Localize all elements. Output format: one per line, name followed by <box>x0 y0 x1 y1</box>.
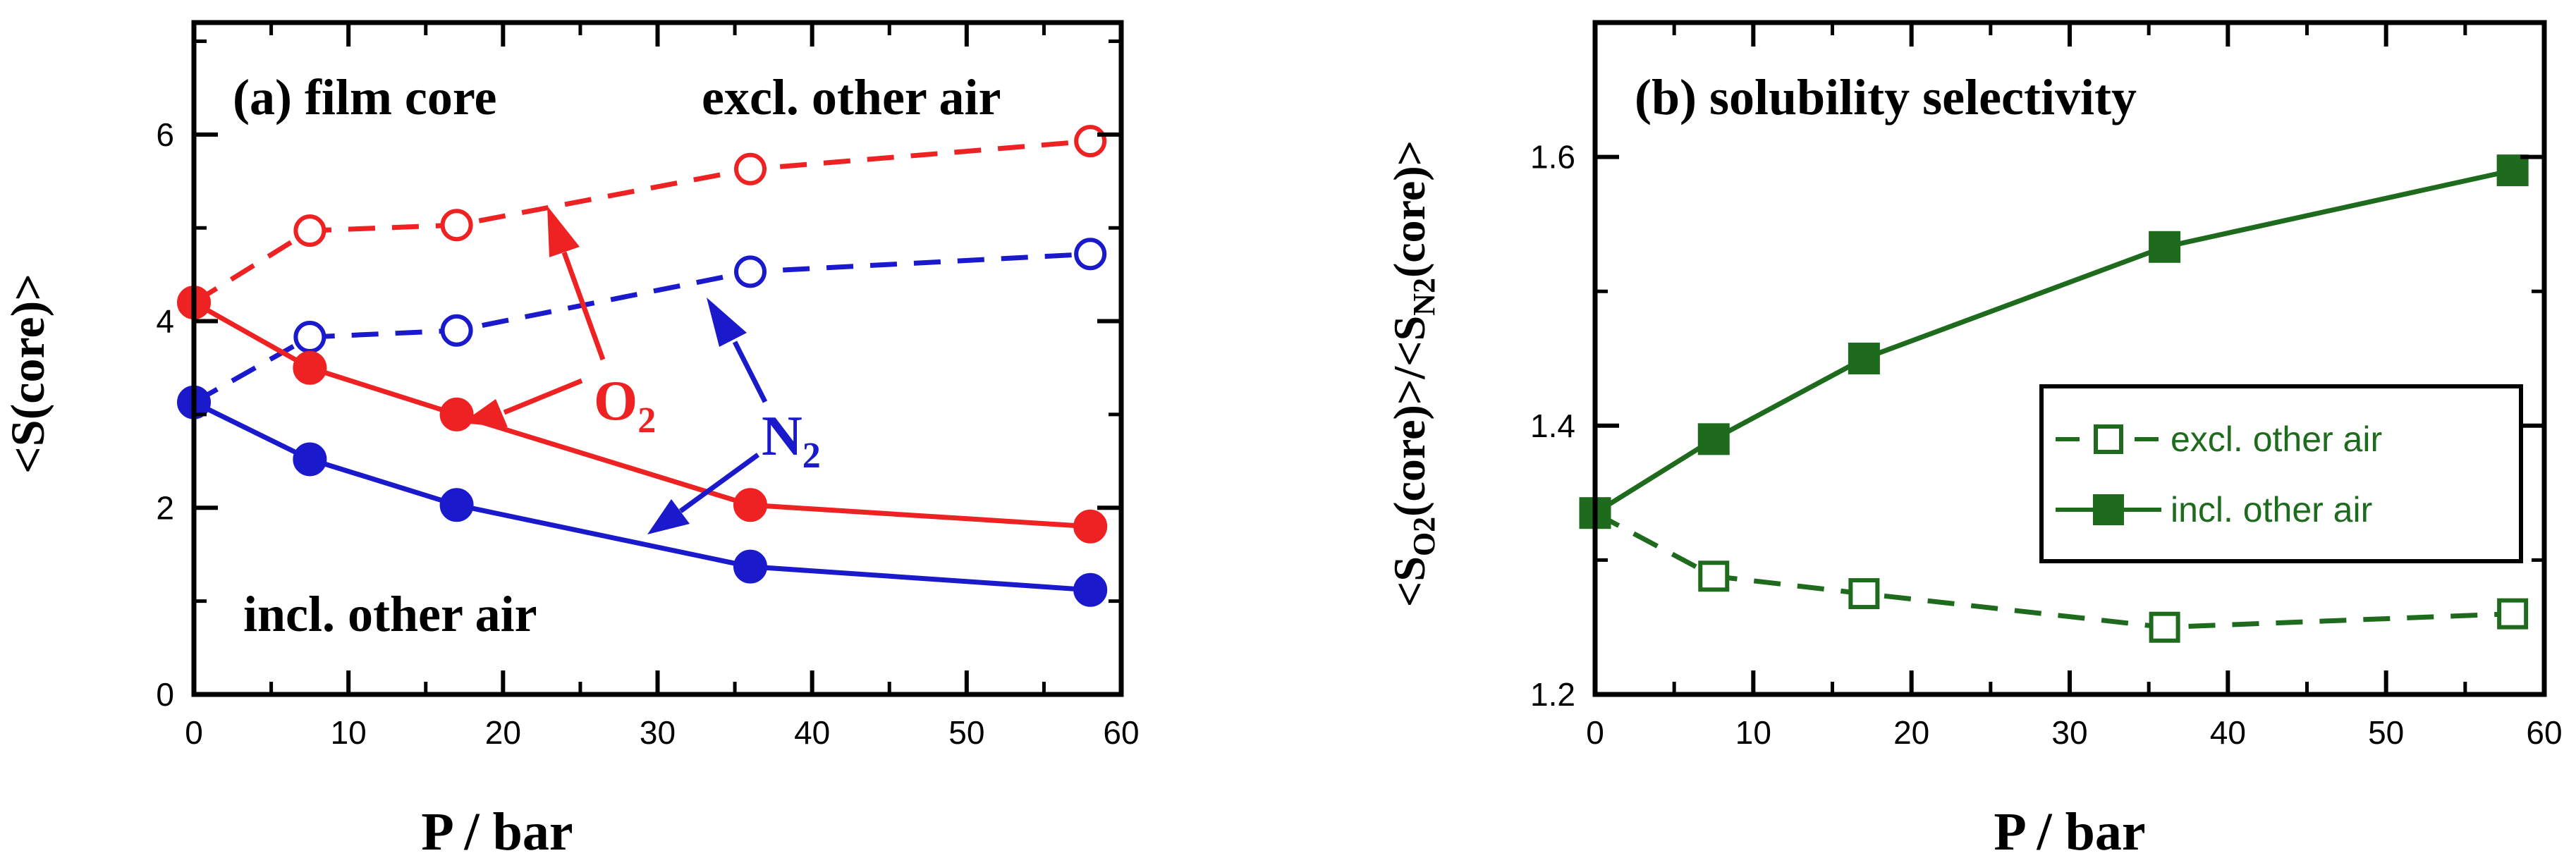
data-point-s1-1 <box>293 321 326 354</box>
data-point-s0-1 <box>293 214 326 247</box>
data-point-s0-1 <box>1698 560 1730 592</box>
data-point-s2-3 <box>733 488 767 522</box>
x-tick-label: 50 <box>948 714 984 751</box>
data-point-s1-2 <box>1848 343 1880 374</box>
x-tick-label: 30 <box>2051 714 2087 751</box>
y-tick-label: 1.6 <box>1530 139 1575 176</box>
data-point-s0-3 <box>2149 611 2180 643</box>
data-point-s3-3 <box>733 549 767 584</box>
legend-marker-excl <box>2094 424 2123 454</box>
data-point-s2-1 <box>293 350 327 385</box>
legend-marker-incl <box>2093 494 2124 525</box>
legend-entry-incl: incl. other air <box>2056 490 2372 529</box>
panel-a-excl-label: excl. other air <box>702 69 1001 125</box>
data-point-s1-4 <box>2496 154 2529 187</box>
panel-b-legend: excl. other air incl. other air <box>2039 384 2523 563</box>
data-point-s0-2 <box>440 209 473 242</box>
data-point-s0-2 <box>1848 578 1880 610</box>
panel-b-y-axis-label: <SO2(core)>/<SN2(core)> <box>1384 140 1441 607</box>
o2-annotation: O2 <box>594 370 656 441</box>
x-tick-label: 60 <box>1103 714 1139 751</box>
data-point-s3-1 <box>293 442 327 477</box>
ylabel-sub-n2: N2 <box>1407 278 1441 316</box>
data-point-s1-4 <box>1074 238 1107 271</box>
series-line-0 <box>193 138 1091 305</box>
y-tick-label: 1.4 <box>1530 407 1575 444</box>
data-point-s3-2 <box>439 488 474 522</box>
o2-annotation-sub: 2 <box>637 400 656 441</box>
n2-annotation: N2 <box>762 405 821 476</box>
data-point-s2-4 <box>1073 509 1108 544</box>
data-point-s1-2 <box>440 314 473 347</box>
data-point-s2-2 <box>439 397 474 431</box>
panel-a-ticks: 0 10 20 30 40 50 60 0 2 4 6 <box>156 23 1140 751</box>
data-point-s0-4 <box>2497 598 2529 630</box>
x-tick-label: 40 <box>2210 714 2246 751</box>
o2-annotation-base: O <box>594 370 637 432</box>
panel-a-x-axis-label: P / bar <box>421 802 573 858</box>
n2-annotation-base: N <box>762 405 802 467</box>
x-tick-label: 60 <box>2526 714 2562 751</box>
ylabel-part-a: <S <box>1384 556 1434 607</box>
o2-arrow-left <box>462 378 583 427</box>
series-line-1 <box>193 251 1091 405</box>
legend-box <box>2039 384 2523 563</box>
ylabel-sub-o2: O2 <box>1407 517 1441 556</box>
panel-a-title: (a) film core <box>233 69 496 125</box>
data-point-s0-4 <box>1074 125 1107 158</box>
y-tick-label: 0 <box>156 676 174 713</box>
y-tick-label: 4 <box>156 303 174 340</box>
ylabel-part-c: (core)> <box>1384 140 1434 278</box>
panel-a-y-axis-label: <S(core)> <box>1 274 54 474</box>
x-tick-label: 10 <box>331 714 367 751</box>
y-tick-label: 1.2 <box>1530 676 1575 713</box>
panel-b-x-axis-label: P / bar <box>1994 802 2145 858</box>
x-tick-label: 0 <box>185 714 203 751</box>
data-point-s3-4 <box>1073 572 1108 607</box>
x-tick-label: 20 <box>485 714 521 751</box>
panel-b-ticks: 0 10 20 30 40 50 60 1.2 1.4 1.6 <box>1530 20 2563 751</box>
x-tick-label: 10 <box>1735 714 1771 751</box>
data-point-s1-3 <box>734 255 767 288</box>
data-point-s0-3 <box>734 152 767 185</box>
n2-annotation-sub: 2 <box>802 436 821 476</box>
x-tick-label: 0 <box>1586 714 1604 751</box>
panel-b-solubility-selectivity: 0 10 20 30 40 50 60 1.2 1.4 1.6 (b) solubility se… <box>1384 20 2563 858</box>
n2-arrow-up <box>707 298 768 403</box>
x-tick-label: 50 <box>2368 714 2404 751</box>
x-tick-label: 20 <box>1893 714 1929 751</box>
data-point-s1-1 <box>1697 423 1730 455</box>
panel-a-incl-label: incl. other air <box>243 586 537 642</box>
legend-entry-excl: excl. other air <box>2056 419 2382 459</box>
legend-text-excl: excl. other air <box>2171 419 2382 459</box>
y-tick-label: 6 <box>156 116 174 153</box>
x-tick-label: 40 <box>794 714 830 751</box>
panel-a-film-core: 0 10 20 30 40 50 60 0 2 4 6 (a) film core excl. ot… <box>1 20 1140 858</box>
o2-arrow-up <box>547 206 606 361</box>
x-tick-label: 30 <box>640 714 676 751</box>
panel-b-title: (b) solubility selectivity <box>1635 69 2137 125</box>
y-tick-label: 2 <box>156 489 174 526</box>
data-point-s1-3 <box>2149 231 2181 263</box>
ylabel-part-b: (core)>/<S <box>1384 316 1434 517</box>
legend-text-incl: incl. other air <box>2171 490 2372 529</box>
n2-arrow-down <box>647 453 760 534</box>
panel-a-plot-content <box>177 125 1108 607</box>
